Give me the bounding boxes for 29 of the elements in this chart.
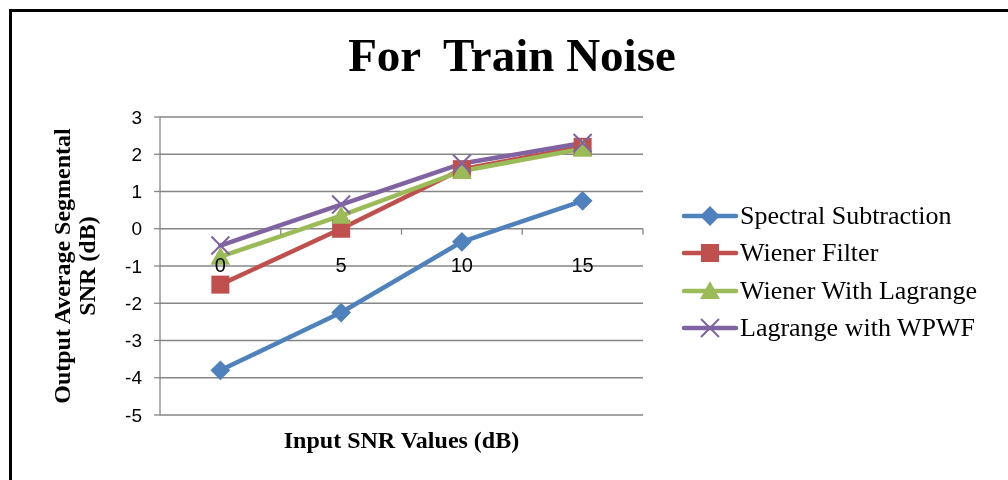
y-tick-label: 2: [131, 143, 142, 165]
y-tick-label: -1: [125, 255, 142, 277]
y-axis-title: Output Average Segmental SNR (dB): [49, 127, 100, 406]
point: [331, 194, 352, 215]
point: [210, 235, 231, 256]
x-tick-label: 10: [450, 253, 473, 276]
x-axis-title: Input SNR Values (dB): [282, 426, 521, 454]
y-tick-label: 3: [131, 106, 142, 128]
legend-label: Wiener Filter: [740, 238, 879, 269]
x-tick-label: 15: [571, 253, 594, 276]
y-tick-label: -5: [125, 404, 142, 426]
legend-label: Spectral Subtraction: [740, 200, 952, 231]
point: [331, 205, 352, 224]
chart-title: For Train Noise: [347, 28, 677, 82]
y-tick-label: 0: [131, 218, 142, 240]
point: [331, 302, 352, 323]
point: [572, 190, 593, 211]
point: [211, 275, 230, 294]
x-tick-label: 5: [335, 253, 347, 276]
y-tick-label: -3: [125, 330, 142, 352]
y-tick-label: 1: [131, 181, 142, 203]
point: [210, 360, 231, 381]
legend-label: Lagrange with WPWF: [740, 313, 975, 344]
point: [451, 153, 472, 174]
y-tick-label: -2: [125, 292, 142, 314]
x-tick-label: 0: [214, 253, 226, 276]
legend-label: Wiener With Lagrange: [740, 275, 978, 306]
y-tick-label: -4: [125, 367, 143, 389]
point: [451, 231, 472, 252]
